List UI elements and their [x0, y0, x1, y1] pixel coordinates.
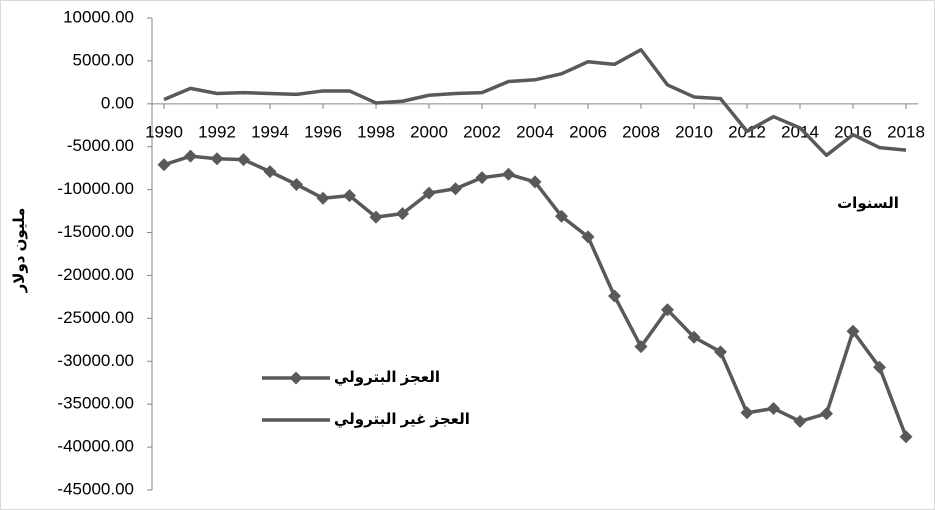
y-tick-label: -10000.00: [57, 179, 134, 198]
x-tick-label: 2016: [834, 122, 872, 141]
series-marker: [581, 230, 595, 244]
series-marker: [873, 360, 886, 374]
x-tick-label: 2010: [675, 122, 713, 141]
x-tick-label: 1998: [357, 122, 395, 141]
x-tick-label: 1992: [198, 122, 236, 141]
series-marker: [687, 330, 701, 344]
series-marker: [396, 207, 409, 221]
x-tick-label: 1996: [304, 122, 342, 141]
series-marker: [475, 171, 489, 185]
series-marker: [793, 414, 807, 428]
x-tick-label: 2008: [622, 122, 660, 141]
series-marker: [237, 153, 250, 167]
y-tick-label: 5000.00: [73, 50, 134, 69]
y-tick-label: 10000.00: [63, 7, 134, 26]
x-axis-label: السنوات: [837, 195, 899, 212]
series-marker: [767, 401, 780, 415]
x-tick-label: 2000: [410, 122, 448, 141]
series-marker: [290, 177, 303, 191]
series-marker: [184, 149, 197, 163]
series-marker: [157, 158, 171, 172]
series-marker: [740, 406, 754, 420]
series-marker: [422, 186, 436, 200]
series-marker: [820, 407, 833, 421]
series-marker: [846, 324, 860, 338]
series-marker: [899, 430, 913, 444]
series-marker: [263, 165, 277, 179]
series-marker: [316, 191, 330, 205]
series-marker: [608, 289, 621, 303]
y-tick-label: -15000.00: [57, 222, 134, 241]
x-tick-label: 2002: [463, 122, 501, 141]
y-tick-label: -20000.00: [57, 265, 134, 284]
x-tick-label: 2004: [516, 122, 554, 141]
series-line: [163, 48, 907, 158]
series-marker: [714, 345, 727, 359]
series-marker: [449, 182, 462, 196]
y-tick-label: -5000.00: [67, 136, 134, 155]
legend-label: العجز البترولي: [334, 369, 440, 386]
y-tick-label: -35000.00: [57, 394, 134, 413]
y-tick-label: -45000.00: [57, 479, 134, 498]
y-axis-label: مليون دولار: [11, 208, 28, 294]
legend-label: العجز غير البترولي: [334, 411, 470, 428]
y-tick-label: -30000.00: [57, 351, 134, 370]
y-tick-label: -40000.00: [57, 437, 134, 456]
x-tick-label: 2018: [887, 122, 925, 141]
x-tick-label: 2014: [781, 122, 819, 141]
series-marker: [634, 340, 648, 354]
series-marker: [343, 189, 356, 203]
legend-marker: [289, 371, 303, 385]
y-tick-label: 0.00: [101, 93, 134, 112]
series-marker: [502, 167, 515, 181]
x-tick-label: 1994: [251, 122, 289, 141]
x-tick-label: 1990: [145, 122, 183, 141]
series-marker: [661, 303, 674, 317]
series-marker: [528, 175, 542, 189]
series-marker: [555, 209, 568, 223]
series-marker: [369, 210, 383, 224]
y-tick-label: -25000.00: [57, 308, 134, 327]
series-marker: [210, 152, 224, 166]
x-tick-label: 2006: [569, 122, 607, 141]
